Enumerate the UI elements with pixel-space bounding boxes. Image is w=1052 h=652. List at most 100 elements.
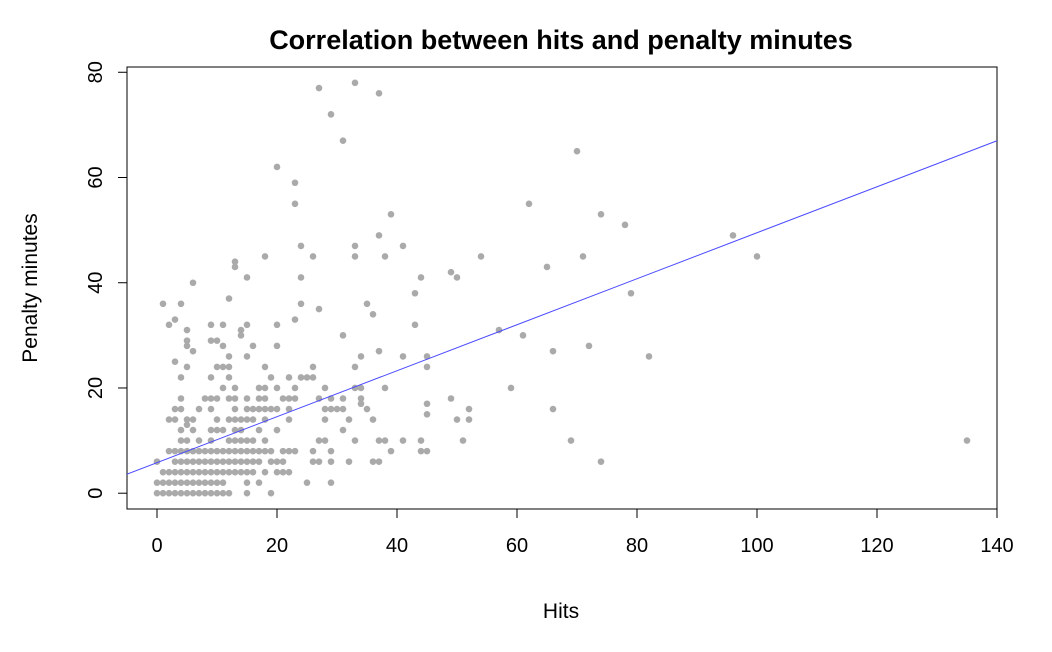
data-point	[309, 363, 317, 371]
data-point	[567, 437, 575, 444]
data-point	[213, 363, 221, 371]
data-point	[189, 479, 197, 486]
data-point	[291, 200, 299, 208]
data-point	[165, 321, 173, 329]
data-point	[339, 395, 347, 402]
data-point	[261, 468, 269, 476]
data-point	[465, 405, 473, 413]
data-point	[171, 405, 179, 413]
data-point	[213, 426, 221, 434]
data-point	[273, 342, 281, 350]
data-point	[369, 416, 377, 423]
data-point	[273, 468, 281, 476]
y-tick-label: 20	[85, 377, 107, 399]
data-point	[219, 479, 227, 486]
x-axis-label: Hits	[543, 600, 579, 623]
data-point	[171, 458, 179, 465]
data-point	[213, 337, 221, 344]
data-point	[177, 300, 185, 308]
data-point	[375, 232, 383, 239]
data-point	[213, 395, 221, 402]
data-point	[411, 321, 419, 329]
data-point	[249, 447, 257, 455]
x-tick-label: 40	[386, 535, 408, 557]
data-point	[231, 263, 239, 271]
data-point	[339, 405, 347, 413]
data-point	[261, 405, 269, 413]
data-point	[549, 405, 557, 413]
data-point	[327, 111, 335, 118]
data-point	[171, 489, 179, 497]
data-point	[519, 332, 527, 339]
data-point	[231, 395, 239, 402]
data-point	[219, 426, 227, 434]
data-point	[159, 489, 167, 497]
data-point	[645, 353, 653, 360]
data-point	[447, 395, 455, 402]
data-point	[219, 321, 227, 329]
data-point	[279, 468, 287, 476]
data-point	[543, 263, 551, 271]
data-point	[183, 337, 191, 344]
x-tick-label: 60	[506, 535, 528, 557]
data-point	[261, 253, 269, 260]
data-point	[261, 447, 269, 455]
data-point	[267, 374, 275, 381]
data-point	[309, 374, 317, 381]
data-point	[387, 211, 395, 218]
data-point	[285, 416, 293, 423]
data-point	[327, 405, 335, 413]
data-point	[423, 410, 431, 418]
data-point	[417, 437, 425, 444]
data-point	[363, 405, 371, 413]
data-point	[207, 458, 215, 465]
data-point	[195, 489, 203, 497]
data-point	[321, 405, 329, 413]
data-point	[357, 353, 365, 360]
data-point	[165, 479, 173, 486]
data-point	[183, 479, 191, 486]
data-point	[207, 489, 215, 497]
data-point	[285, 395, 293, 402]
data-point	[351, 437, 359, 444]
x-tick-label: 100	[740, 535, 773, 557]
data-point	[237, 437, 245, 444]
data-point	[201, 468, 209, 476]
data-point	[255, 458, 263, 465]
data-point	[183, 326, 191, 334]
data-point	[165, 416, 173, 423]
data-point	[267, 458, 275, 465]
data-point	[225, 295, 233, 302]
data-point	[249, 342, 257, 350]
data-point	[183, 416, 191, 423]
data-point	[255, 405, 263, 413]
data-point	[189, 426, 197, 434]
data-point	[171, 468, 179, 476]
x-axis: 0 20 40 60 80 100 120 140	[151, 508, 1014, 557]
data-point	[225, 416, 233, 423]
data-point	[399, 242, 407, 250]
data-point	[273, 426, 281, 434]
data-point	[267, 405, 275, 413]
data-point	[579, 253, 587, 260]
data-point	[225, 363, 233, 371]
data-point	[273, 384, 281, 392]
data-point	[963, 437, 971, 444]
data-point	[363, 300, 371, 308]
data-point	[165, 468, 173, 476]
data-point	[321, 384, 329, 392]
data-point	[309, 458, 317, 465]
data-point	[201, 489, 209, 497]
data-point	[381, 384, 389, 392]
data-point	[297, 242, 305, 250]
data-point	[183, 468, 191, 476]
data-point	[231, 258, 239, 265]
data-point	[231, 468, 239, 476]
data-point	[183, 489, 191, 497]
data-point	[183, 421, 191, 429]
data-point	[159, 300, 167, 308]
data-point	[237, 332, 245, 339]
y-axis-label: Penalty minutes	[19, 213, 42, 362]
data-point	[177, 458, 185, 465]
data-point	[231, 458, 239, 465]
